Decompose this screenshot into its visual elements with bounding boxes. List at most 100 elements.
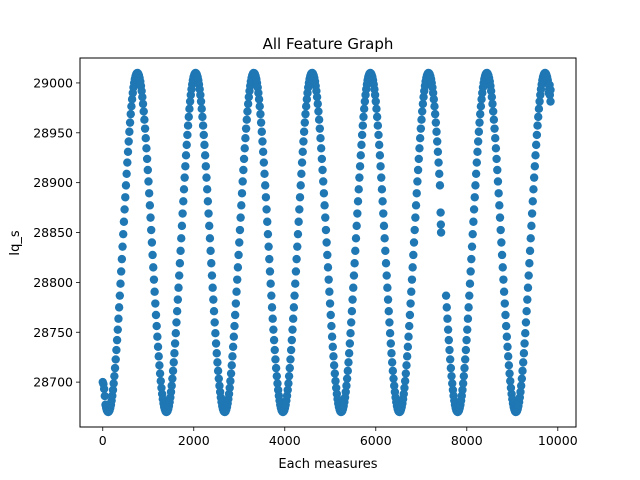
data-point — [170, 339, 180, 348]
data-point — [465, 279, 475, 288]
data-point — [293, 242, 302, 251]
data-point — [417, 107, 427, 116]
data-point — [491, 144, 501, 153]
data-point — [360, 97, 370, 106]
data-point — [534, 112, 543, 122]
data-point — [239, 154, 249, 164]
data-point — [430, 109, 440, 119]
data-point — [349, 283, 358, 292]
data-point — [519, 358, 528, 367]
data-point — [212, 349, 221, 358]
data-point — [447, 371, 456, 381]
data-point — [517, 374, 527, 383]
data-point — [110, 371, 119, 381]
data-point — [459, 371, 469, 381]
data-point — [126, 109, 135, 119]
data-point — [108, 385, 118, 395]
data-point — [112, 335, 122, 345]
data-point — [121, 181, 131, 190]
data-point — [532, 130, 542, 140]
data-point — [473, 137, 483, 146]
data-point — [254, 88, 263, 98]
y-tick-label: 28950 — [33, 125, 73, 140]
data-point — [296, 181, 305, 190]
data-point — [402, 361, 411, 370]
data-point — [374, 130, 383, 140]
data-point — [153, 332, 162, 341]
data-point — [150, 287, 159, 296]
data-point — [321, 213, 330, 222]
data-point — [196, 90, 205, 100]
data-point — [267, 303, 277, 312]
data-point — [499, 275, 508, 284]
data-point — [353, 197, 363, 206]
data-point — [431, 118, 441, 127]
data-point — [433, 147, 443, 156]
data-point — [501, 310, 510, 320]
data-point — [350, 259, 359, 268]
data-point — [344, 349, 354, 358]
data-point — [285, 363, 294, 373]
data-point — [321, 225, 331, 235]
data-point — [140, 115, 149, 124]
data-point — [258, 137, 267, 146]
data-point — [497, 250, 507, 260]
data-point — [506, 376, 515, 386]
data-point — [535, 97, 544, 106]
data-point — [110, 363, 120, 373]
data-point — [113, 325, 122, 334]
data-point — [260, 169, 269, 178]
data-point — [432, 127, 441, 136]
data-point — [377, 185, 387, 194]
data-point — [409, 250, 418, 260]
data-point — [498, 263, 507, 272]
data-point — [347, 307, 357, 316]
data-point — [270, 345, 279, 355]
data-point — [375, 151, 385, 160]
data-point — [169, 358, 178, 367]
data-point — [353, 209, 362, 218]
data-point — [487, 92, 497, 102]
data-point — [359, 112, 368, 122]
data-point — [226, 376, 235, 386]
data-point — [412, 189, 421, 198]
data-point — [114, 314, 123, 323]
data-point — [145, 201, 155, 210]
data-point — [383, 283, 392, 292]
data-point — [214, 374, 223, 383]
data-point — [196, 97, 206, 106]
data-point — [373, 121, 383, 130]
data-point — [204, 209, 213, 218]
data-point — [469, 217, 478, 226]
data-point — [410, 225, 419, 235]
data-point — [146, 213, 155, 222]
data-point — [155, 369, 165, 378]
data-point — [523, 295, 532, 304]
data-point — [172, 318, 181, 327]
data-point — [381, 246, 390, 256]
data-point — [121, 193, 130, 202]
data-point — [504, 352, 513, 361]
y-tick-label: 28850 — [33, 225, 73, 240]
data-point — [261, 181, 270, 190]
data-point — [178, 209, 187, 218]
data-point — [476, 102, 486, 111]
x-tick-label: 6000 — [360, 433, 392, 448]
data-point — [241, 133, 250, 143]
data-point — [265, 267, 275, 276]
data-point — [142, 144, 151, 153]
data-point — [286, 355, 295, 364]
data-point — [529, 173, 539, 182]
data-point — [116, 279, 125, 288]
data-point — [177, 234, 186, 243]
data-point — [109, 379, 118, 388]
data-point — [489, 115, 499, 124]
data-point — [237, 201, 246, 210]
data-point — [467, 254, 476, 264]
data-point — [291, 267, 301, 276]
data-point — [256, 109, 265, 119]
data-point — [491, 133, 500, 143]
data-point — [238, 177, 247, 186]
data-points — [98, 68, 555, 417]
data-point — [525, 259, 534, 268]
